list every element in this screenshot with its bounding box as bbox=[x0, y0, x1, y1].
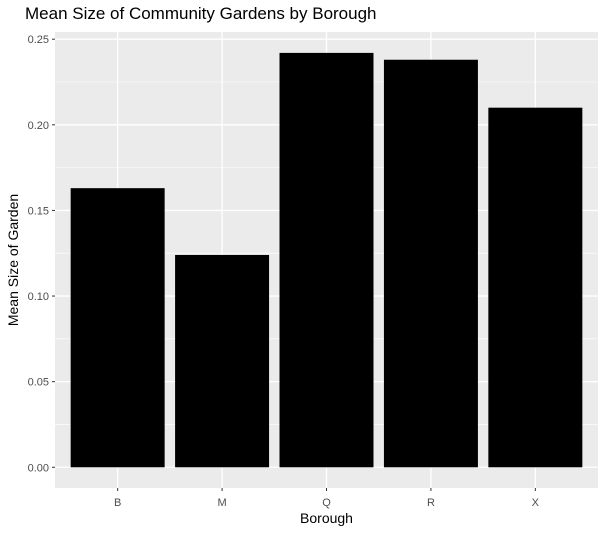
y-axis: 0.00 0.05 0.10 0.15 0.20 0.25 bbox=[28, 34, 55, 474]
x-tick-label: R bbox=[427, 497, 435, 509]
x-tick-label: Q bbox=[322, 497, 331, 509]
y-tick-label: 0.05 bbox=[28, 377, 49, 389]
y-tick-label: 0.10 bbox=[28, 291, 49, 303]
chart-title: Mean Size of Community Gardens by Boroug… bbox=[25, 4, 377, 23]
x-tick-label: X bbox=[532, 497, 540, 509]
bar-b bbox=[70, 188, 165, 468]
x-tick-label: M bbox=[217, 497, 226, 509]
y-axis-title: Mean Size of Garden bbox=[5, 194, 21, 326]
bar-q bbox=[279, 52, 374, 468]
y-tick-label: 0.15 bbox=[28, 205, 49, 217]
bars bbox=[70, 52, 583, 468]
y-tick-label: 0.20 bbox=[28, 120, 49, 132]
bar-m bbox=[175, 254, 270, 468]
y-tick-label: 0.00 bbox=[28, 462, 49, 474]
x-tick-label: B bbox=[114, 497, 121, 509]
y-tick-label: 0.25 bbox=[28, 34, 49, 46]
x-axis-title: Borough bbox=[300, 510, 353, 526]
bar-r bbox=[383, 59, 478, 468]
bar-x bbox=[488, 107, 583, 468]
